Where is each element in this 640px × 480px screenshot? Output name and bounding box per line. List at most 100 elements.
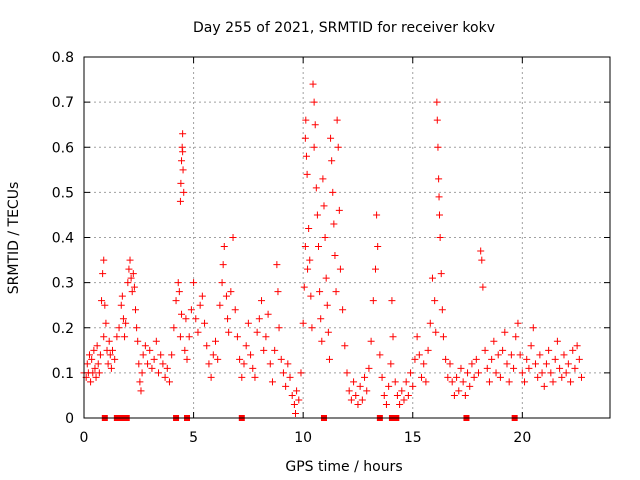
data-point	[229, 234, 237, 241]
data-point	[309, 80, 317, 88]
data-point	[492, 369, 500, 377]
data-point	[168, 351, 176, 359]
data-point	[331, 252, 339, 260]
x-tick-label: 5	[189, 430, 198, 446]
data-point	[562, 369, 570, 377]
data-point	[90, 346, 98, 354]
data-point	[179, 166, 187, 174]
data-point	[393, 391, 401, 399]
data-point	[540, 382, 548, 390]
data-point	[100, 333, 108, 341]
data-point	[315, 243, 323, 251]
data-point	[303, 170, 311, 178]
data-point	[203, 342, 211, 350]
data-point	[268, 378, 276, 386]
data-point	[130, 283, 138, 291]
data-point	[251, 373, 259, 381]
x-tick-label: 20	[513, 430, 531, 446]
data-point	[286, 373, 294, 381]
data-point	[312, 184, 320, 192]
data-point	[179, 130, 187, 138]
data-point	[527, 342, 535, 350]
data-point	[291, 409, 299, 417]
y-tick-label: 0.1	[52, 366, 74, 382]
data-point	[549, 378, 557, 386]
data-point	[324, 328, 332, 336]
data-point	[122, 319, 130, 327]
data-point	[304, 265, 312, 273]
data-point	[161, 373, 169, 381]
data-point	[373, 211, 381, 219]
data-point	[475, 369, 482, 377]
y-tick-label: 0.3	[52, 276, 74, 292]
data-point	[92, 373, 100, 381]
data-point	[177, 179, 185, 187]
data-point	[106, 351, 114, 359]
data-point	[249, 364, 257, 372]
data-point	[115, 324, 123, 332]
data-point	[547, 369, 555, 377]
data-point	[450, 391, 458, 399]
y-tick-label: 0.7	[52, 95, 74, 111]
data-point	[273, 261, 281, 269]
data-point	[453, 373, 461, 381]
data-point	[332, 288, 340, 296]
data-point	[446, 360, 454, 368]
data-point	[266, 360, 274, 368]
data-point	[503, 360, 511, 368]
data-point	[118, 292, 126, 300]
data-point	[220, 243, 228, 251]
data-point	[352, 391, 360, 399]
data-point	[107, 364, 115, 372]
data-point	[146, 346, 154, 354]
data-point	[174, 279, 182, 287]
data-point	[374, 243, 382, 251]
data-point	[551, 355, 559, 363]
data-point	[134, 337, 142, 345]
data-point	[334, 143, 342, 151]
chart-title: Day 255 of 2021, SRMTID for receiver kok…	[193, 20, 495, 36]
data-point	[398, 387, 406, 395]
data-point	[322, 274, 330, 282]
data-point	[88, 355, 96, 363]
data-point	[219, 261, 227, 269]
data-point	[187, 306, 195, 314]
data-point	[244, 319, 252, 327]
data-point	[100, 256, 108, 264]
data-point	[336, 265, 344, 273]
data-point	[96, 351, 104, 359]
grid	[84, 57, 610, 418]
data-point	[155, 369, 163, 377]
data-point	[93, 342, 101, 350]
data-point	[318, 337, 326, 345]
data-point	[529, 324, 537, 332]
data-point	[222, 292, 230, 300]
data-point	[178, 157, 186, 165]
data-point	[448, 378, 456, 386]
data-point	[307, 292, 315, 300]
data-points	[80, 80, 586, 417]
data-point	[369, 297, 377, 305]
data-point	[152, 337, 160, 345]
data-point	[301, 243, 309, 251]
data-point	[514, 319, 522, 327]
data-point	[190, 279, 198, 287]
data-point	[488, 355, 496, 363]
data-point	[434, 143, 442, 151]
data-point	[236, 355, 244, 363]
data-point	[354, 400, 362, 408]
data-point	[299, 319, 307, 327]
data-point	[472, 355, 480, 363]
data-point	[175, 288, 183, 296]
data-point	[367, 337, 375, 345]
data-point	[182, 315, 190, 323]
data-point	[578, 373, 586, 381]
data-point	[87, 378, 95, 386]
data-point	[214, 355, 222, 363]
data-point	[113, 333, 121, 341]
data-point	[119, 315, 127, 323]
data-point	[111, 355, 119, 363]
data-point	[516, 351, 524, 359]
data-point	[137, 387, 145, 395]
data-point	[400, 396, 408, 404]
